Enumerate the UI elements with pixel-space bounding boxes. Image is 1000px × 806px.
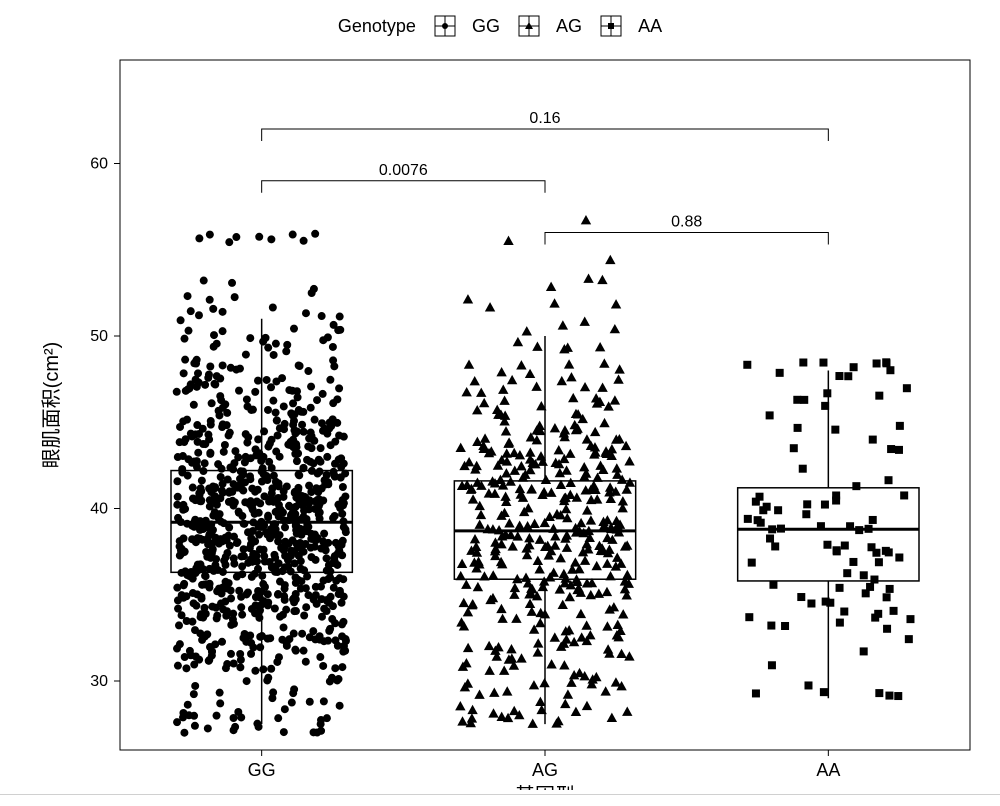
group-AA — [738, 358, 919, 700]
y-tick-label: 60 — [90, 156, 108, 173]
comparison-bracket — [262, 129, 829, 141]
x-axis-title: 基因型 — [515, 784, 575, 790]
y-tick-label: 50 — [90, 328, 108, 345]
y-tick-label: 40 — [90, 501, 108, 518]
footer-rule — [0, 794, 1000, 795]
y-axis-title: 眼肌面积(cm²) — [40, 342, 63, 469]
comparison-label: 0.16 — [529, 110, 560, 127]
comparison-label: 0.0076 — [379, 162, 428, 179]
comparison-bracket — [262, 181, 545, 193]
x-tick-label: GG — [248, 760, 276, 780]
y-tick-label: 30 — [90, 673, 108, 690]
plot-area: 30 40 50 60 眼肌面积(cm²) GG AG AA 基因型 0.0076 0.16 0.88 — [0, 0, 1000, 795]
group-AG — [454, 215, 635, 728]
x-tick-label: AA — [816, 760, 840, 780]
comparison-label: 0.88 — [671, 214, 702, 231]
group-GG — [171, 230, 352, 737]
comparison-bracket — [545, 233, 828, 245]
x-tick-label: AG — [532, 760, 558, 780]
